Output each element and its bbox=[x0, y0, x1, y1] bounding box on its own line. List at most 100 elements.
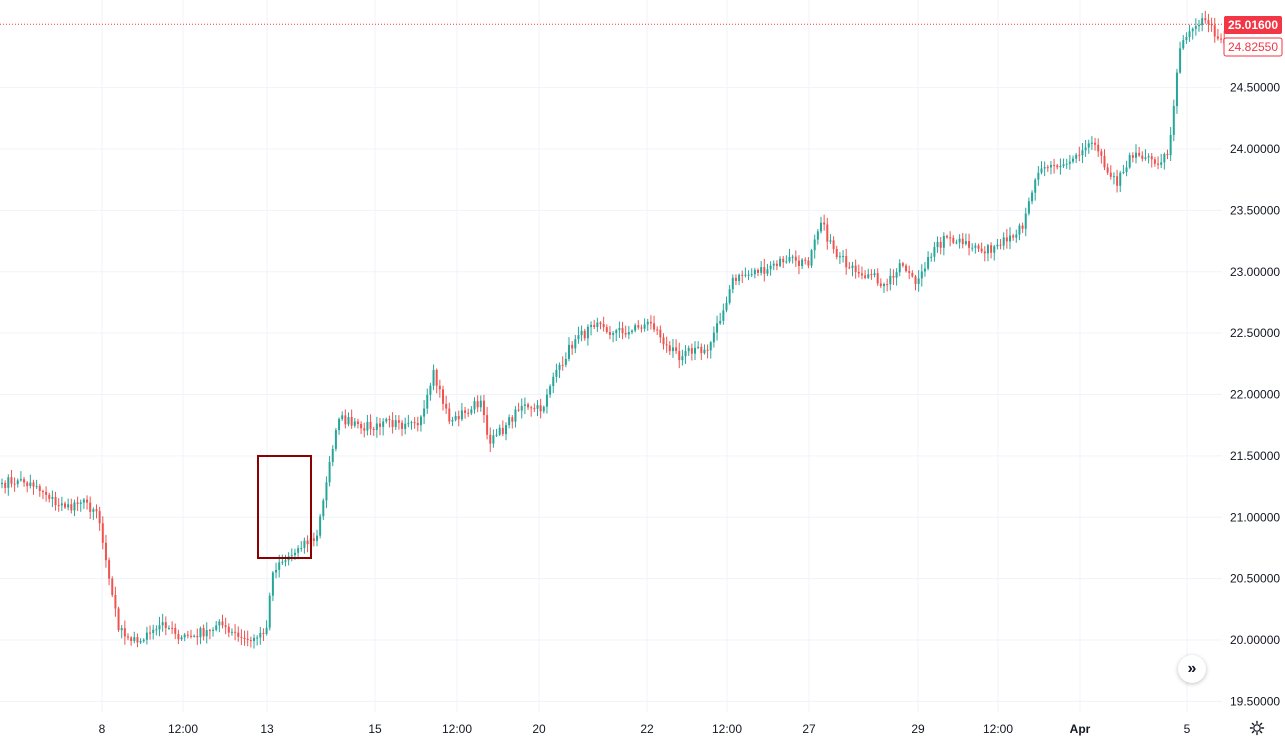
candle-body bbox=[826, 224, 829, 242]
candle-body bbox=[621, 328, 624, 334]
candle-body bbox=[45, 491, 48, 495]
candle-body bbox=[848, 267, 851, 269]
candle-body bbox=[224, 625, 227, 627]
candle-body bbox=[892, 275, 895, 278]
x-tick-label: 13 bbox=[260, 722, 274, 736]
candle bbox=[1024, 207, 1027, 237]
candle-body bbox=[631, 330, 633, 333]
candle-body bbox=[1210, 24, 1213, 26]
candle-body bbox=[936, 241, 939, 248]
candle bbox=[473, 397, 476, 414]
candle bbox=[1106, 163, 1109, 175]
candle bbox=[338, 417, 341, 435]
candle bbox=[186, 630, 189, 639]
candle-body bbox=[457, 415, 460, 420]
candle-body bbox=[958, 238, 961, 243]
candle bbox=[1084, 140, 1087, 157]
candle bbox=[123, 620, 126, 645]
candle-body bbox=[32, 482, 35, 487]
y-tick-label: 22.50000 bbox=[1230, 326, 1280, 340]
candle bbox=[356, 418, 359, 429]
candle-body bbox=[70, 504, 73, 511]
candle bbox=[586, 324, 589, 346]
candle-body bbox=[133, 637, 136, 642]
candle bbox=[388, 415, 391, 428]
candle bbox=[517, 402, 520, 412]
candle bbox=[67, 498, 70, 511]
candle-body bbox=[127, 636, 129, 638]
candle-body bbox=[130, 637, 133, 642]
candle-body bbox=[712, 332, 715, 343]
candle bbox=[92, 507, 95, 520]
candle-body bbox=[857, 271, 860, 274]
candle bbox=[98, 506, 101, 531]
candle bbox=[842, 250, 845, 263]
candle bbox=[174, 623, 177, 640]
candle-body bbox=[879, 283, 882, 287]
candle bbox=[996, 238, 999, 250]
candle bbox=[952, 235, 955, 245]
candle bbox=[215, 621, 218, 632]
candle bbox=[300, 541, 303, 552]
candle-body bbox=[1109, 172, 1112, 177]
y-tick-label: 20.50000 bbox=[1230, 572, 1280, 586]
scroll-to-realtime-button[interactable]: » bbox=[1178, 655, 1206, 683]
candle-body bbox=[1135, 152, 1137, 158]
candle-body bbox=[760, 267, 763, 273]
candle-body bbox=[1141, 155, 1144, 159]
candle-body bbox=[290, 555, 293, 557]
candle bbox=[1213, 17, 1216, 43]
candle-body bbox=[946, 235, 948, 238]
candle bbox=[1119, 170, 1122, 192]
candle-body bbox=[823, 222, 826, 225]
candle bbox=[297, 545, 300, 560]
x-axis[interactable]: 8 12:00 13 15 12:00 20 22 12:00 27 29 12:00 Apr 5 bbox=[99, 722, 1191, 736]
candle-body bbox=[382, 421, 385, 427]
candle-body bbox=[48, 494, 51, 499]
candle bbox=[577, 326, 580, 344]
candle bbox=[161, 613, 164, 632]
candle-body bbox=[451, 419, 454, 422]
candle bbox=[379, 417, 381, 436]
candle-body bbox=[338, 419, 341, 431]
candle-body bbox=[193, 635, 196, 637]
candle-body bbox=[23, 479, 26, 483]
candle-body bbox=[514, 409, 517, 422]
candle bbox=[1021, 222, 1024, 233]
candle-body bbox=[432, 369, 435, 386]
y-tick-label: 24.00000 bbox=[1230, 142, 1280, 156]
candle-body bbox=[1034, 179, 1037, 193]
candle-body bbox=[1191, 28, 1194, 32]
settings-button[interactable] bbox=[1248, 719, 1266, 737]
candle-body bbox=[772, 263, 775, 266]
y-axis[interactable]: 19.50000 20.00000 20.50000 21.00000 21.50000… bbox=[1230, 81, 1280, 709]
candle bbox=[375, 416, 378, 438]
candle bbox=[111, 576, 114, 598]
candle-body bbox=[763, 267, 766, 274]
candle-body bbox=[1213, 25, 1216, 37]
candle-body bbox=[347, 416, 350, 425]
candle bbox=[60, 496, 63, 512]
candle-body bbox=[1046, 167, 1049, 169]
candle bbox=[482, 394, 485, 423]
candle-body bbox=[190, 635, 192, 637]
candle-body bbox=[662, 337, 665, 345]
candle-body bbox=[174, 627, 177, 634]
candle-body bbox=[671, 347, 674, 352]
candle-body bbox=[375, 423, 378, 430]
candle bbox=[1056, 163, 1059, 170]
candle bbox=[1128, 152, 1131, 169]
candle bbox=[1112, 172, 1115, 185]
candle bbox=[709, 341, 712, 359]
candle-body bbox=[479, 400, 482, 408]
candle bbox=[816, 229, 819, 245]
candle-body bbox=[986, 245, 989, 254]
x-tick-label: 12:00 bbox=[712, 722, 742, 736]
candle-body bbox=[426, 394, 429, 409]
candle bbox=[445, 395, 448, 414]
candle-body bbox=[731, 277, 734, 290]
candle-body bbox=[996, 244, 999, 247]
candle-body bbox=[149, 632, 152, 634]
candle bbox=[394, 415, 397, 430]
candle bbox=[171, 621, 174, 634]
